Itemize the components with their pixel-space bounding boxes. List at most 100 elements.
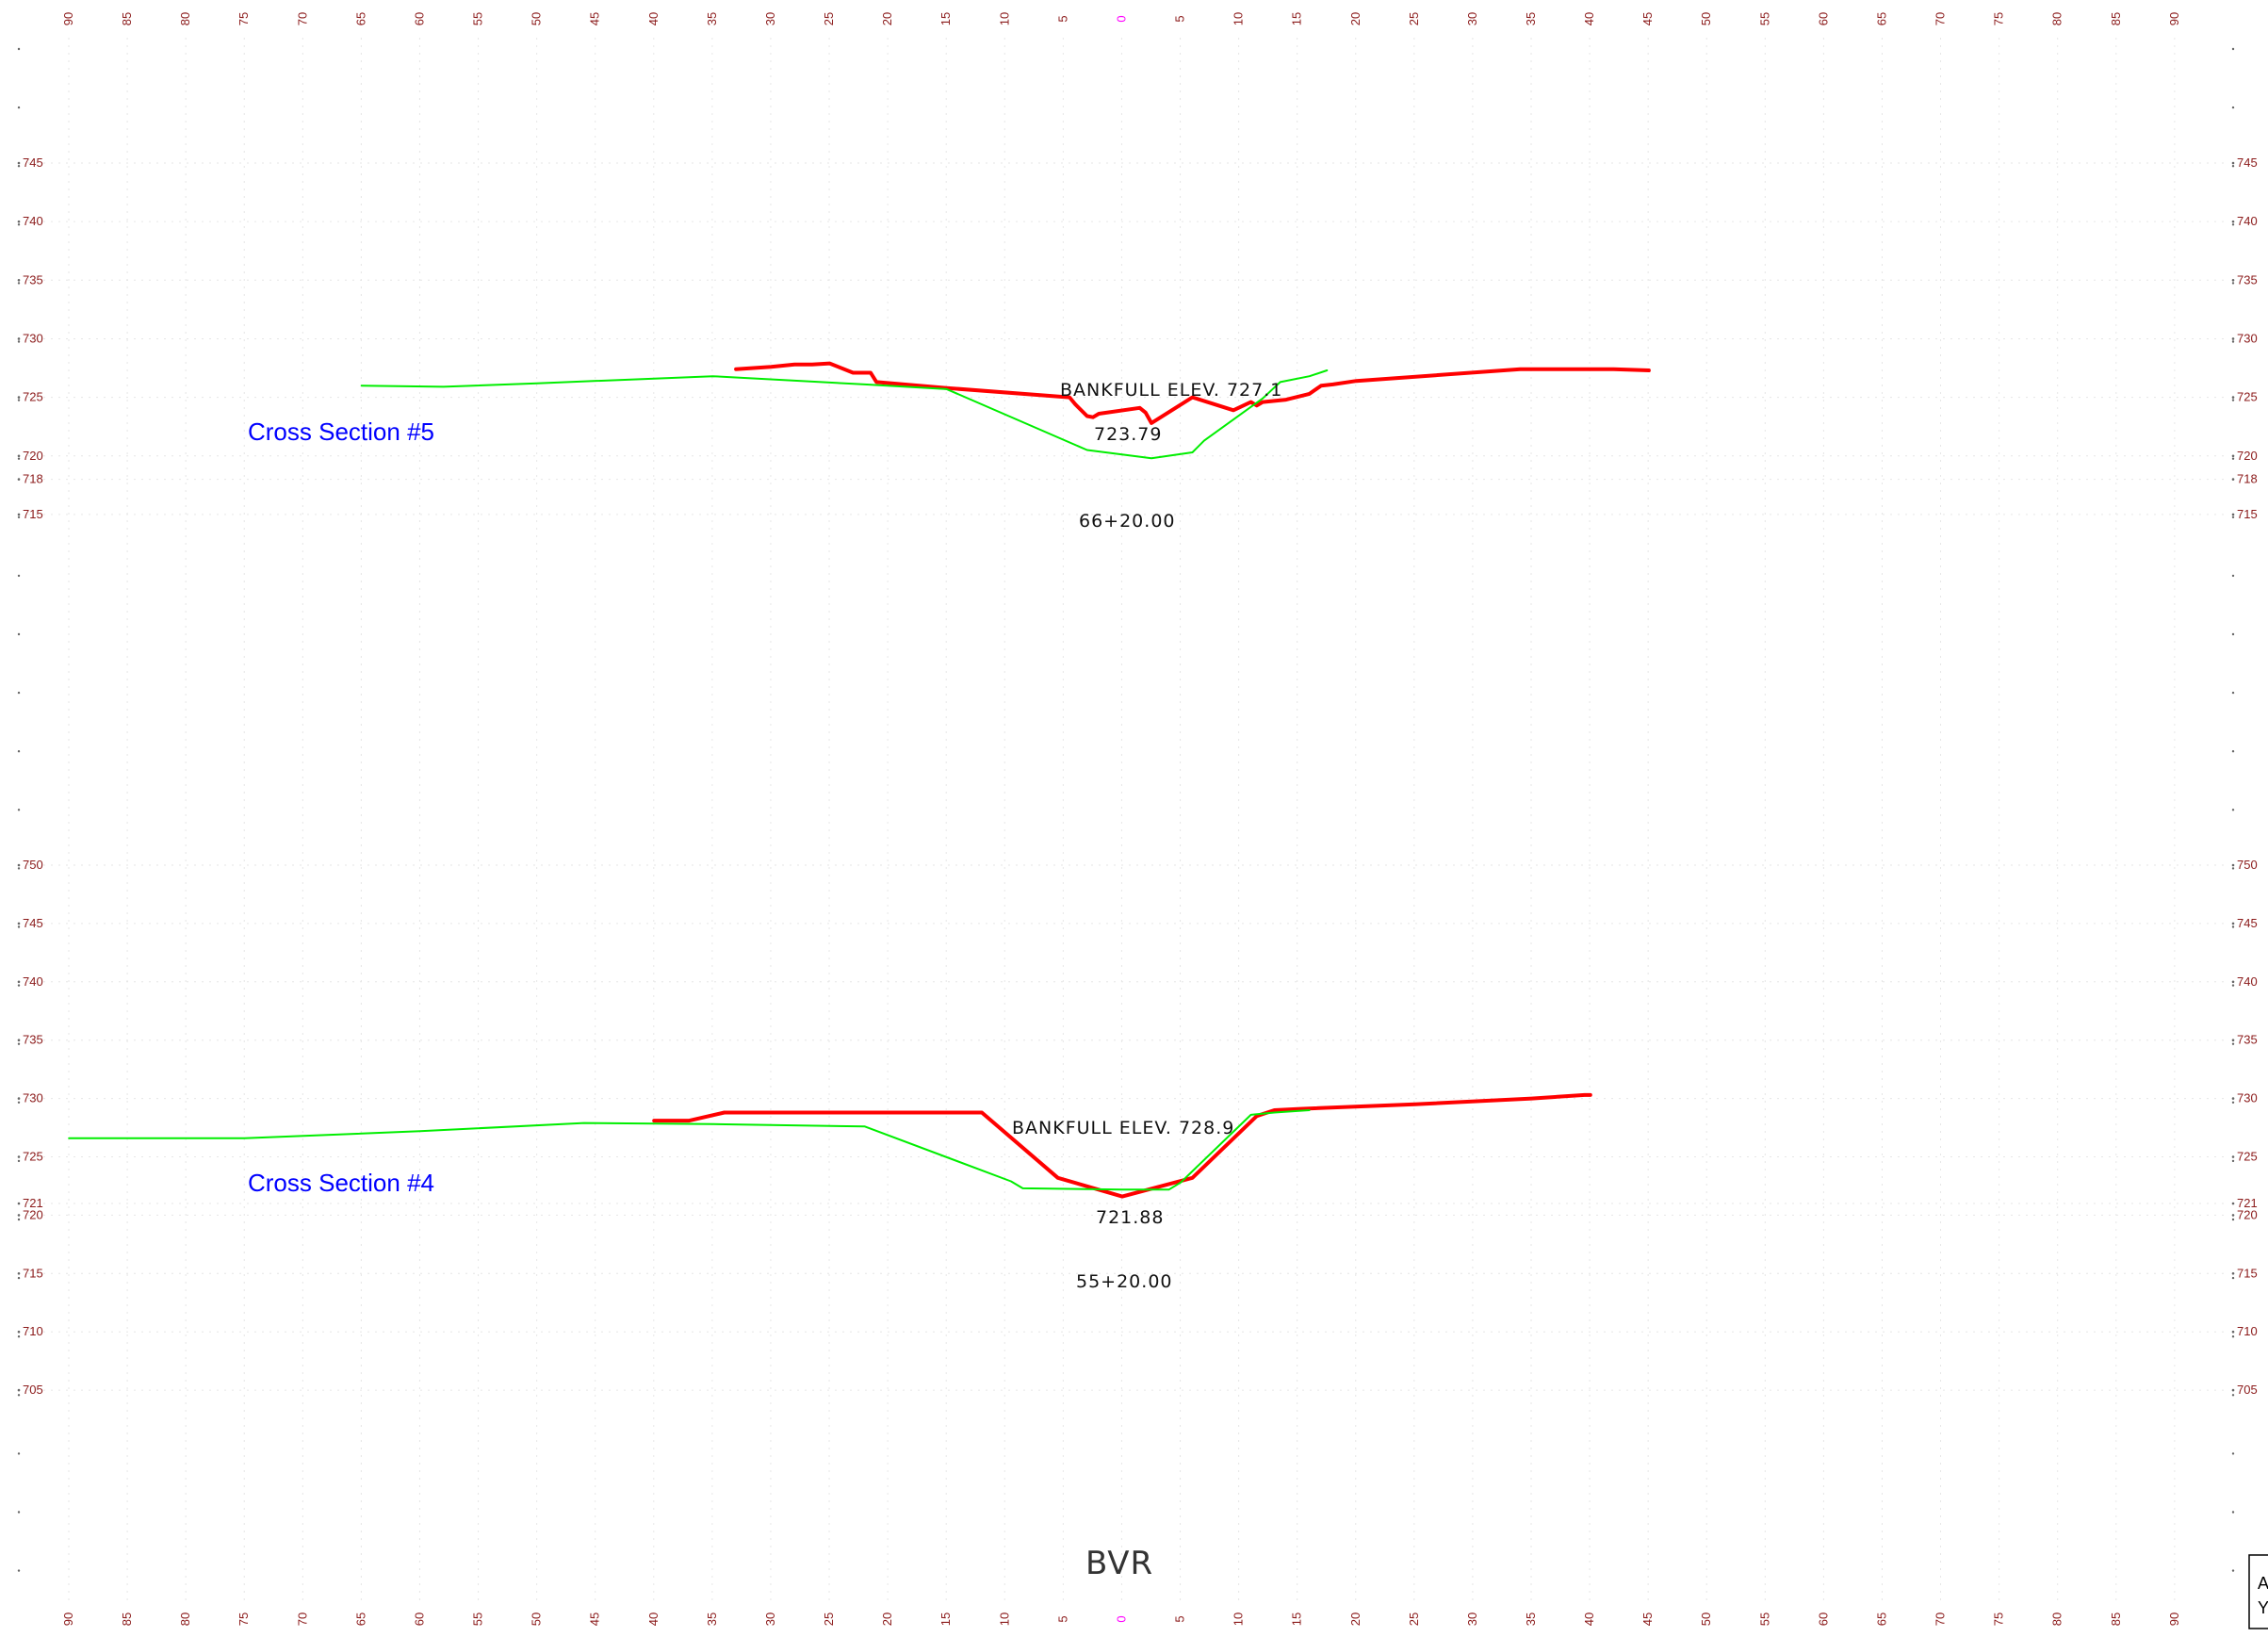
footer-label: BVR [1085,1545,1153,1582]
x-tick-label-bottom: 5 [1173,1615,1187,1622]
x-tick-label-top: 55 [1757,12,1771,25]
section-4-station-label: 55+20.00 [1076,1271,1173,1292]
y-tick-dot-left [17,922,21,925]
y-tick-dot-left [17,1388,21,1392]
x-tick-label-top: 40 [1582,12,1596,25]
x-tick-label-top: 20 [1348,12,1362,25]
y-tick-label-right: 718 [2237,472,2258,486]
y-tick-label-right: 721 [2237,1196,2258,1210]
x-tick-label-top: 85 [120,12,134,25]
y-tick-label-left: 750 [23,858,43,872]
margin-dot-right [2231,1394,2235,1397]
margin-dot-right [2231,574,2235,578]
y-tick-label-right: 710 [2237,1324,2258,1338]
y-tick-label-right: 720 [2237,449,2258,463]
y-tick-label-left: 715 [23,1266,43,1280]
x-tick-label-top: 10 [1232,12,1246,25]
legend-box [2248,1554,2268,1629]
y-tick-label-right: 705 [2237,1383,2258,1397]
y-tick-label-left: 715 [23,507,43,521]
x-tick-label-bottom: 55 [471,1612,485,1626]
y-tick-dot-left [17,1202,21,1205]
margin-dot-left [17,1159,21,1163]
x-tick-label-bottom: 10 [1232,1612,1246,1626]
margin-dot-left [17,1101,21,1105]
y-tick-dot-right [2231,1388,2235,1392]
y-tick-dot-right [2231,1039,2235,1041]
x-tick-label-bottom: 85 [120,1612,134,1626]
margin-dot-right [2231,1042,2235,1045]
y-tick-dot-left [17,1214,21,1217]
x-tick-label-bottom: 50 [530,1612,544,1626]
y-tick-dot-right [2231,980,2235,984]
x-tick-label-top: 65 [1874,12,1888,25]
section-5-thalweg-label: 723.79 [1094,424,1162,445]
y-tick-label-right: 725 [2237,390,2258,404]
section-5-existing-ground-line [360,369,1329,460]
y-tick-label-left: 705 [23,1383,43,1397]
y-tick-label-left: 720 [23,449,43,463]
y-tick-dot-left [17,1039,21,1041]
y-tick-dot-right [2231,1155,2235,1158]
y-tick-label-right: 730 [2237,331,2258,345]
x-tick-label-top: 70 [1934,12,1948,25]
y-tick-label-right: 725 [2237,1150,2258,1164]
y-tick-label-left: 725 [23,1150,43,1164]
x-tick-label-bottom: 85 [2109,1612,2123,1626]
y-tick-label-left: 740 [23,214,43,228]
margin-dot-right [2231,1101,2235,1105]
x-tick-label-top: 80 [178,12,192,25]
margin-dot-right [2231,457,2235,460]
margin-dot-left [17,1335,21,1338]
x-tick-label-top: 0 [1114,15,1128,22]
y-tick-label-left: 725 [23,390,43,404]
x-tick-label-bottom: 50 [1699,1612,1713,1626]
margin-dot-left [17,1042,21,1045]
x-tick-label-bottom: 65 [1874,1612,1888,1626]
x-tick-label-bottom: 60 [412,1612,426,1626]
x-tick-label-bottom: 60 [1816,1612,1830,1626]
margin-dot-left [17,984,21,987]
margin-dot-left [17,47,21,51]
x-tick-label-top: 90 [2167,12,2181,25]
y-tick-label-left: 718 [23,472,43,486]
y-tick-dot-right [2231,863,2235,867]
x-tick-label-bottom: 15 [1290,1612,1304,1626]
grid-layer [28,38,2224,1602]
y-tick-dot-right [2231,922,2235,925]
x-tick-label-bottom: 35 [705,1612,719,1626]
x-tick-label-bottom: 90 [61,1612,75,1626]
y-tick-dot-right [2231,161,2235,165]
y-tick-label-right: 715 [2237,1266,2258,1280]
x-tick-label-top: 30 [763,12,777,25]
y-tick-label-left: 720 [23,1207,43,1221]
x-tick-label-top: 45 [1640,12,1655,25]
x-tick-label-bottom: 45 [1640,1612,1655,1626]
x-tick-label-bottom: 80 [2050,1612,2064,1626]
y-tick-label-right: 735 [2237,1033,2258,1047]
x-tick-label-bottom: 40 [1582,1612,1596,1626]
x-tick-label-bottom: 20 [1348,1612,1362,1626]
x-tick-label-bottom: 75 [1992,1612,2006,1626]
y-tick-dot-left [17,396,21,399]
x-tick-label-top: 15 [938,12,953,25]
y-tick-dot-right [2231,513,2235,516]
y-tick-dot-right [2231,1202,2235,1205]
x-tick-label-bottom: 25 [1407,1612,1421,1626]
y-tick-dot-right [2231,396,2235,399]
legend-line-2: Y [2258,1598,2268,1617]
x-tick-label-bottom: 80 [178,1612,192,1626]
margin-dot-left [17,1218,21,1221]
x-tick-label-top: 85 [2109,12,2123,25]
margin-dot-left [17,867,21,870]
section-5-bankfull-label: BANKFULL ELEV. 727.1 [1060,380,1282,401]
y-tick-label-left: 710 [23,1324,43,1338]
y-tick-dot-left [17,454,21,458]
margin-dot-left [17,1511,21,1514]
margin-dot-right [2231,340,2235,343]
margin-dot-right [2231,1511,2235,1514]
margin-dot-left [17,809,21,811]
y-tick-label-left: 745 [23,156,43,170]
margin-dot-right [2231,399,2235,401]
